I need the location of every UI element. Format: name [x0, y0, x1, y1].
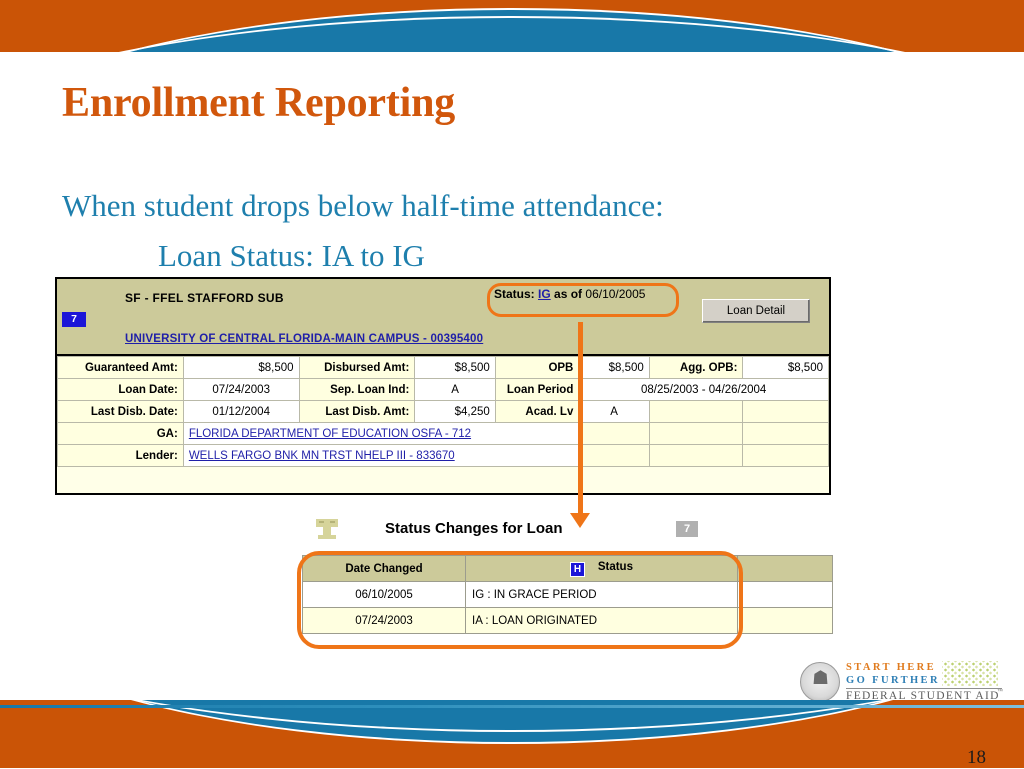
table-row: 07/24/2003 IA : LOAN ORIGINATED — [302, 607, 833, 634]
history-icon[interactable]: H — [570, 561, 586, 577]
lender-value-link[interactable]: WELLS FARGO BNK MN TRST NHELP III - 8336… — [188, 449, 455, 462]
status-code-link[interactable]: IG — [538, 287, 551, 301]
row-blank — [737, 581, 833, 608]
empty-cell — [742, 444, 829, 467]
lender-label: Lender: — [57, 444, 184, 467]
row-date-changed: 07/24/2003 — [302, 607, 466, 634]
table-row: Last Disb. Date: 01/12/2004 Last Disb. A… — [57, 400, 829, 423]
page-number: 18 — [967, 747, 986, 768]
opb-label: OPB — [494, 356, 580, 379]
sep-loan-ind-value: A — [414, 378, 496, 401]
logo-wordmark: FEDERAL STUDENT AID — [846, 690, 1000, 702]
loan-period-value: 08/25/2003 - 04/26/2004 — [578, 378, 829, 401]
ga-value-link[interactable]: FLORIDA DEPARTMENT OF EDUCATION OSFA - 7… — [188, 427, 472, 440]
tree-icon: ☗ — [812, 668, 830, 689]
status-date: 06/10/2005 — [585, 287, 646, 301]
empty-cell — [742, 400, 829, 423]
acad-lv-value: A — [578, 400, 650, 423]
status-changes-heading: Status Changes for Loan — [385, 520, 563, 537]
column-header-status-label: Status — [597, 560, 633, 573]
loan-fields-table: Guaranteed Amt: $8,500 Disbursed Amt: $8… — [57, 356, 829, 467]
loan-number-badge: 7 — [62, 312, 86, 327]
status-changes-loan-badge: 7 — [676, 521, 698, 537]
status-as-of-label: as of — [554, 287, 583, 301]
ga-value-cell[interactable]: FLORIDA DEPARTMENT OF EDUCATION OSFA - 7… — [182, 422, 580, 445]
column-header-date-changed[interactable]: Date Changed — [302, 555, 466, 582]
blue-accent-rule — [0, 705, 1024, 708]
lender-value-cell[interactable]: WELLS FARGO BNK MN TRST NHELP III - 8336… — [182, 444, 580, 467]
federal-student-aid-logo: ☗ START HERE GO FURTHER FEDERAL STUDENT … — [800, 658, 1005, 704]
empty-cell — [648, 422, 744, 445]
top-white-strip — [0, 52, 1024, 62]
loan-period-label: Loan Period — [494, 378, 580, 401]
bottom-white-arc-outline — [0, 700, 1024, 732]
empty-cell — [578, 444, 650, 467]
row-status: IA : LOAN ORIGINATED — [465, 607, 738, 634]
table-row: Guaranteed Amt: $8,500 Disbursed Amt: $8… — [57, 356, 829, 379]
agg-opb-value: $8,500 — [742, 356, 829, 379]
annotation-arrow-head-icon — [570, 513, 590, 528]
last-disb-amt-value: $4,250 — [414, 400, 496, 423]
page-title: Enrollment Reporting — [62, 80, 456, 126]
logo-divider — [846, 688, 1002, 689]
banner-white-arc-outline — [0, 16, 1024, 58]
empty-cell — [648, 400, 744, 423]
logo-tagline-2: GO FURTHER — [846, 675, 940, 686]
bottom-decorative-banner — [0, 700, 1024, 768]
column-header-blank — [737, 555, 833, 582]
last-disb-date-label: Last Disb. Date: — [57, 400, 184, 423]
table-row: Lender: WELLS FARGO BNK MN TRST NHELP II… — [57, 444, 829, 467]
disbursed-amt-label: Disbursed Amt: — [298, 356, 416, 379]
guaranteed-amt-label: Guaranteed Amt: — [57, 356, 184, 379]
empty-cell — [742, 422, 829, 445]
top-decorative-banner — [0, 0, 1024, 58]
acad-lv-label: Acad. Lv — [494, 400, 580, 423]
ga-label: GA: — [57, 422, 184, 445]
status-changes-table: Date Changed H Status 06/10/2005 IG : IN… — [302, 555, 833, 634]
sep-loan-ind-label: Sep. Loan Ind: — [298, 378, 416, 401]
table-row: GA: FLORIDA DEPARTMENT OF EDUCATION OSFA… — [57, 422, 829, 445]
status-label: Status: — [494, 287, 535, 301]
status-changes-panel: Date Changed H Status 06/10/2005 IG : IN… — [302, 555, 833, 639]
annotation-arrow-shaft — [578, 322, 583, 517]
loan-status-text: Status: IG as of 06/10/2005 — [494, 287, 645, 301]
loan-type-label: SF - FFEL STAFFORD SUB — [125, 291, 284, 305]
loan-detail-button[interactable]: Loan Detail — [702, 299, 810, 323]
loan-panel-header: 7 SF - FFEL STAFFORD SUB UNIVERSITY OF C… — [57, 279, 829, 356]
last-disb-date-value: 01/12/2004 — [182, 400, 300, 423]
column-header-status[interactable]: H Status — [465, 555, 738, 582]
row-date-changed: 06/10/2005 — [302, 581, 466, 608]
subtitle-line-1: When student drops below half-time atten… — [62, 188, 664, 223]
logo-dot-pattern — [942, 661, 998, 686]
empty-cell — [578, 422, 650, 445]
school-link[interactable]: UNIVERSITY OF CENTRAL FLORIDA-MAIN CAMPU… — [125, 333, 484, 345]
guaranteed-amt-value: $8,500 — [182, 356, 300, 379]
empty-cell — [648, 444, 744, 467]
loan-date-label: Loan Date: — [57, 378, 184, 401]
table-row: Loan Date: 07/24/2003 Sep. Loan Ind: A L… — [57, 378, 829, 401]
logo-tagline-1: START HERE — [846, 662, 937, 673]
seal-icon — [800, 662, 840, 702]
opb-value: $8,500 — [578, 356, 650, 379]
loan-detail-panel: 7 SF - FFEL STAFFORD SUB UNIVERSITY OF C… — [55, 277, 831, 495]
agg-opb-label: Agg. OPB: — [648, 356, 744, 379]
table-header-row: Date Changed H Status — [302, 555, 833, 582]
row-blank — [737, 607, 833, 634]
table-row: 06/10/2005 IG : IN GRACE PERIOD — [302, 581, 833, 608]
trademark-symbol: ™ — [997, 689, 1003, 695]
loan-date-value: 07/24/2003 — [182, 378, 300, 401]
trophy-icon — [312, 516, 342, 547]
subtitle-line-2: Loan Status: IA to IG — [158, 238, 425, 273]
last-disb-amt-label: Last Disb. Amt: — [298, 400, 416, 423]
disbursed-amt-value: $8,500 — [414, 356, 496, 379]
row-status: IG : IN GRACE PERIOD — [465, 581, 738, 608]
